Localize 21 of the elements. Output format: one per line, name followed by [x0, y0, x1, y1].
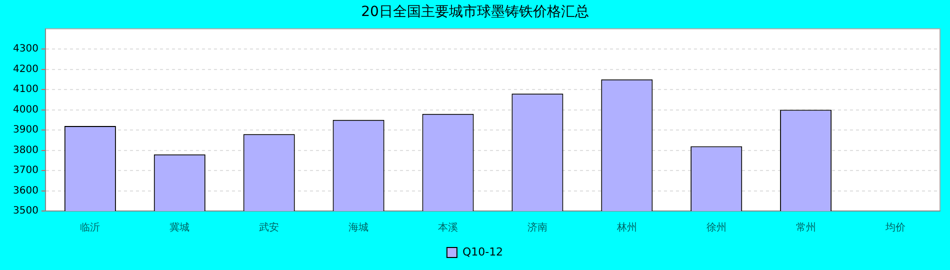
y-tick-label: 4000	[12, 104, 38, 116]
x-tick-label: 林州	[616, 222, 637, 234]
y-tick-label: 3700	[12, 165, 38, 176]
y-tick-label: 3600	[12, 185, 38, 196]
x-tick-label: 武安	[259, 222, 280, 234]
chart-title: 20日全国主要城市球墨铸铁价格汇总	[361, 4, 589, 20]
y-tick-label: 3900	[12, 124, 38, 136]
x-tick-label: 徐州	[706, 222, 726, 234]
y-tick-label: 3800	[12, 144, 38, 156]
y-tick-label: 4300	[12, 44, 38, 55]
x-tick-label: 常州	[796, 222, 816, 234]
y-tick-label: 4100	[12, 84, 38, 96]
x-tick-label: 临沂	[80, 222, 100, 234]
x-tick-label: 海城	[348, 222, 369, 234]
legend-label: Q10-12	[462, 245, 504, 258]
y-tick-label: 4200	[12, 64, 38, 75]
x-tick-label: 本溪	[438, 222, 458, 234]
x-tick-label: 济南	[527, 222, 548, 234]
x-tick-label: 均价	[884, 222, 906, 234]
x-tick-label: 冀城	[170, 222, 190, 234]
y-tick-label: 3500	[12, 206, 38, 217]
